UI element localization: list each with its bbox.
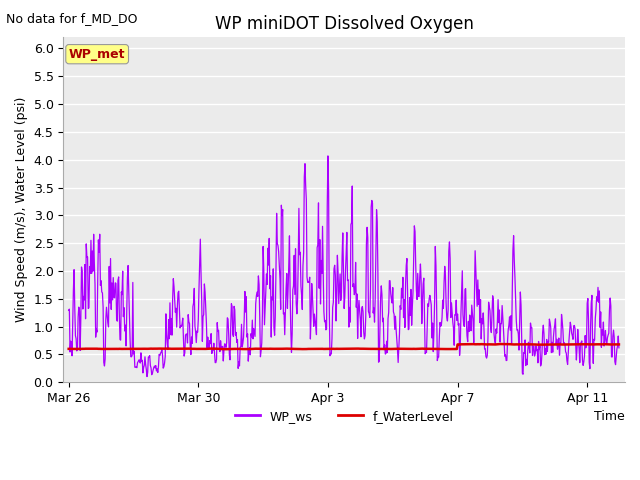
Y-axis label: Wind Speed (m/s), Water Level (psi): Wind Speed (m/s), Water Level (psi) — [15, 97, 28, 323]
Text: No data for f_MD_DO: No data for f_MD_DO — [6, 12, 138, 25]
Title: WP miniDOT Dissolved Oxygen: WP miniDOT Dissolved Oxygen — [214, 15, 474, 33]
Legend: WP_ws, f_WaterLevel: WP_ws, f_WaterLevel — [230, 405, 459, 428]
X-axis label: Time: Time — [595, 410, 625, 423]
Text: WP_met: WP_met — [69, 48, 125, 60]
